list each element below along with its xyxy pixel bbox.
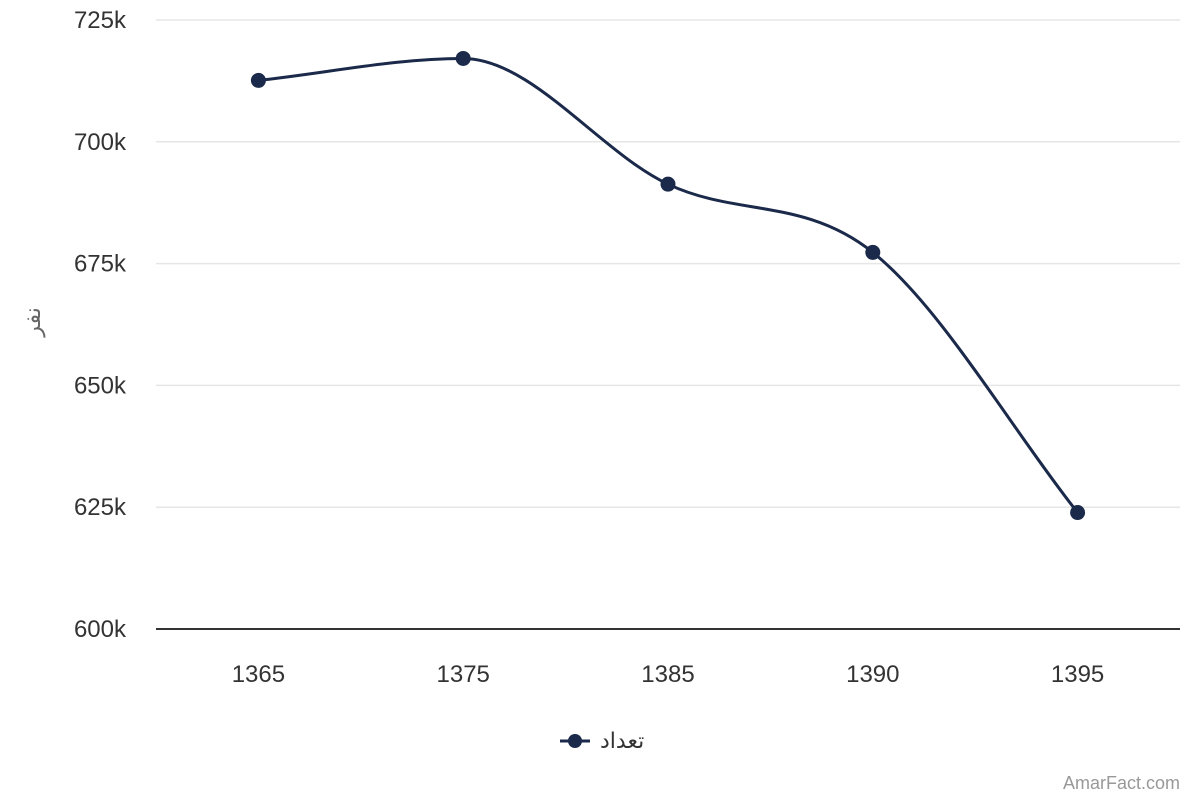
x-tick-label: 1390	[846, 661, 899, 688]
x-tick-label: 1385	[641, 661, 694, 688]
credit-link[interactable]: AmarFact.com	[1062, 773, 1180, 793]
x-axis-ticks: 1365 1375 1385 1390 1395	[232, 661, 1105, 688]
x-tick-label: 1395	[1051, 661, 1104, 688]
grid-lines	[156, 19, 1180, 630]
legend-marker-icon	[568, 734, 582, 748]
y-tick-label: 725k	[74, 7, 127, 34]
y-tick-label: 600k	[74, 616, 127, 643]
legend[interactable]: تعداد	[560, 728, 644, 753]
series-points	[250, 50, 1086, 521]
data-point-1375[interactable]	[455, 50, 471, 66]
data-point-1390[interactable]	[865, 244, 881, 260]
y-tick-label: 675k	[74, 251, 127, 278]
data-point-1365[interactable]	[250, 72, 266, 88]
data-point-1395[interactable]	[1070, 505, 1086, 521]
series-line	[258, 56, 1079, 514]
y-tick-label: 700k	[74, 129, 127, 156]
legend-label: تعداد	[600, 728, 644, 753]
x-tick-label: 1365	[232, 661, 285, 688]
y-axis-ticks: 600k 625k 650k 675k 700k 725k	[74, 7, 127, 643]
y-tick-label: 650k	[74, 372, 127, 399]
x-tick-label: 1375	[437, 661, 490, 688]
y-axis-label: نفر	[20, 307, 45, 337]
data-point-1385[interactable]	[660, 176, 676, 192]
y-tick-label: 625k	[74, 494, 127, 521]
